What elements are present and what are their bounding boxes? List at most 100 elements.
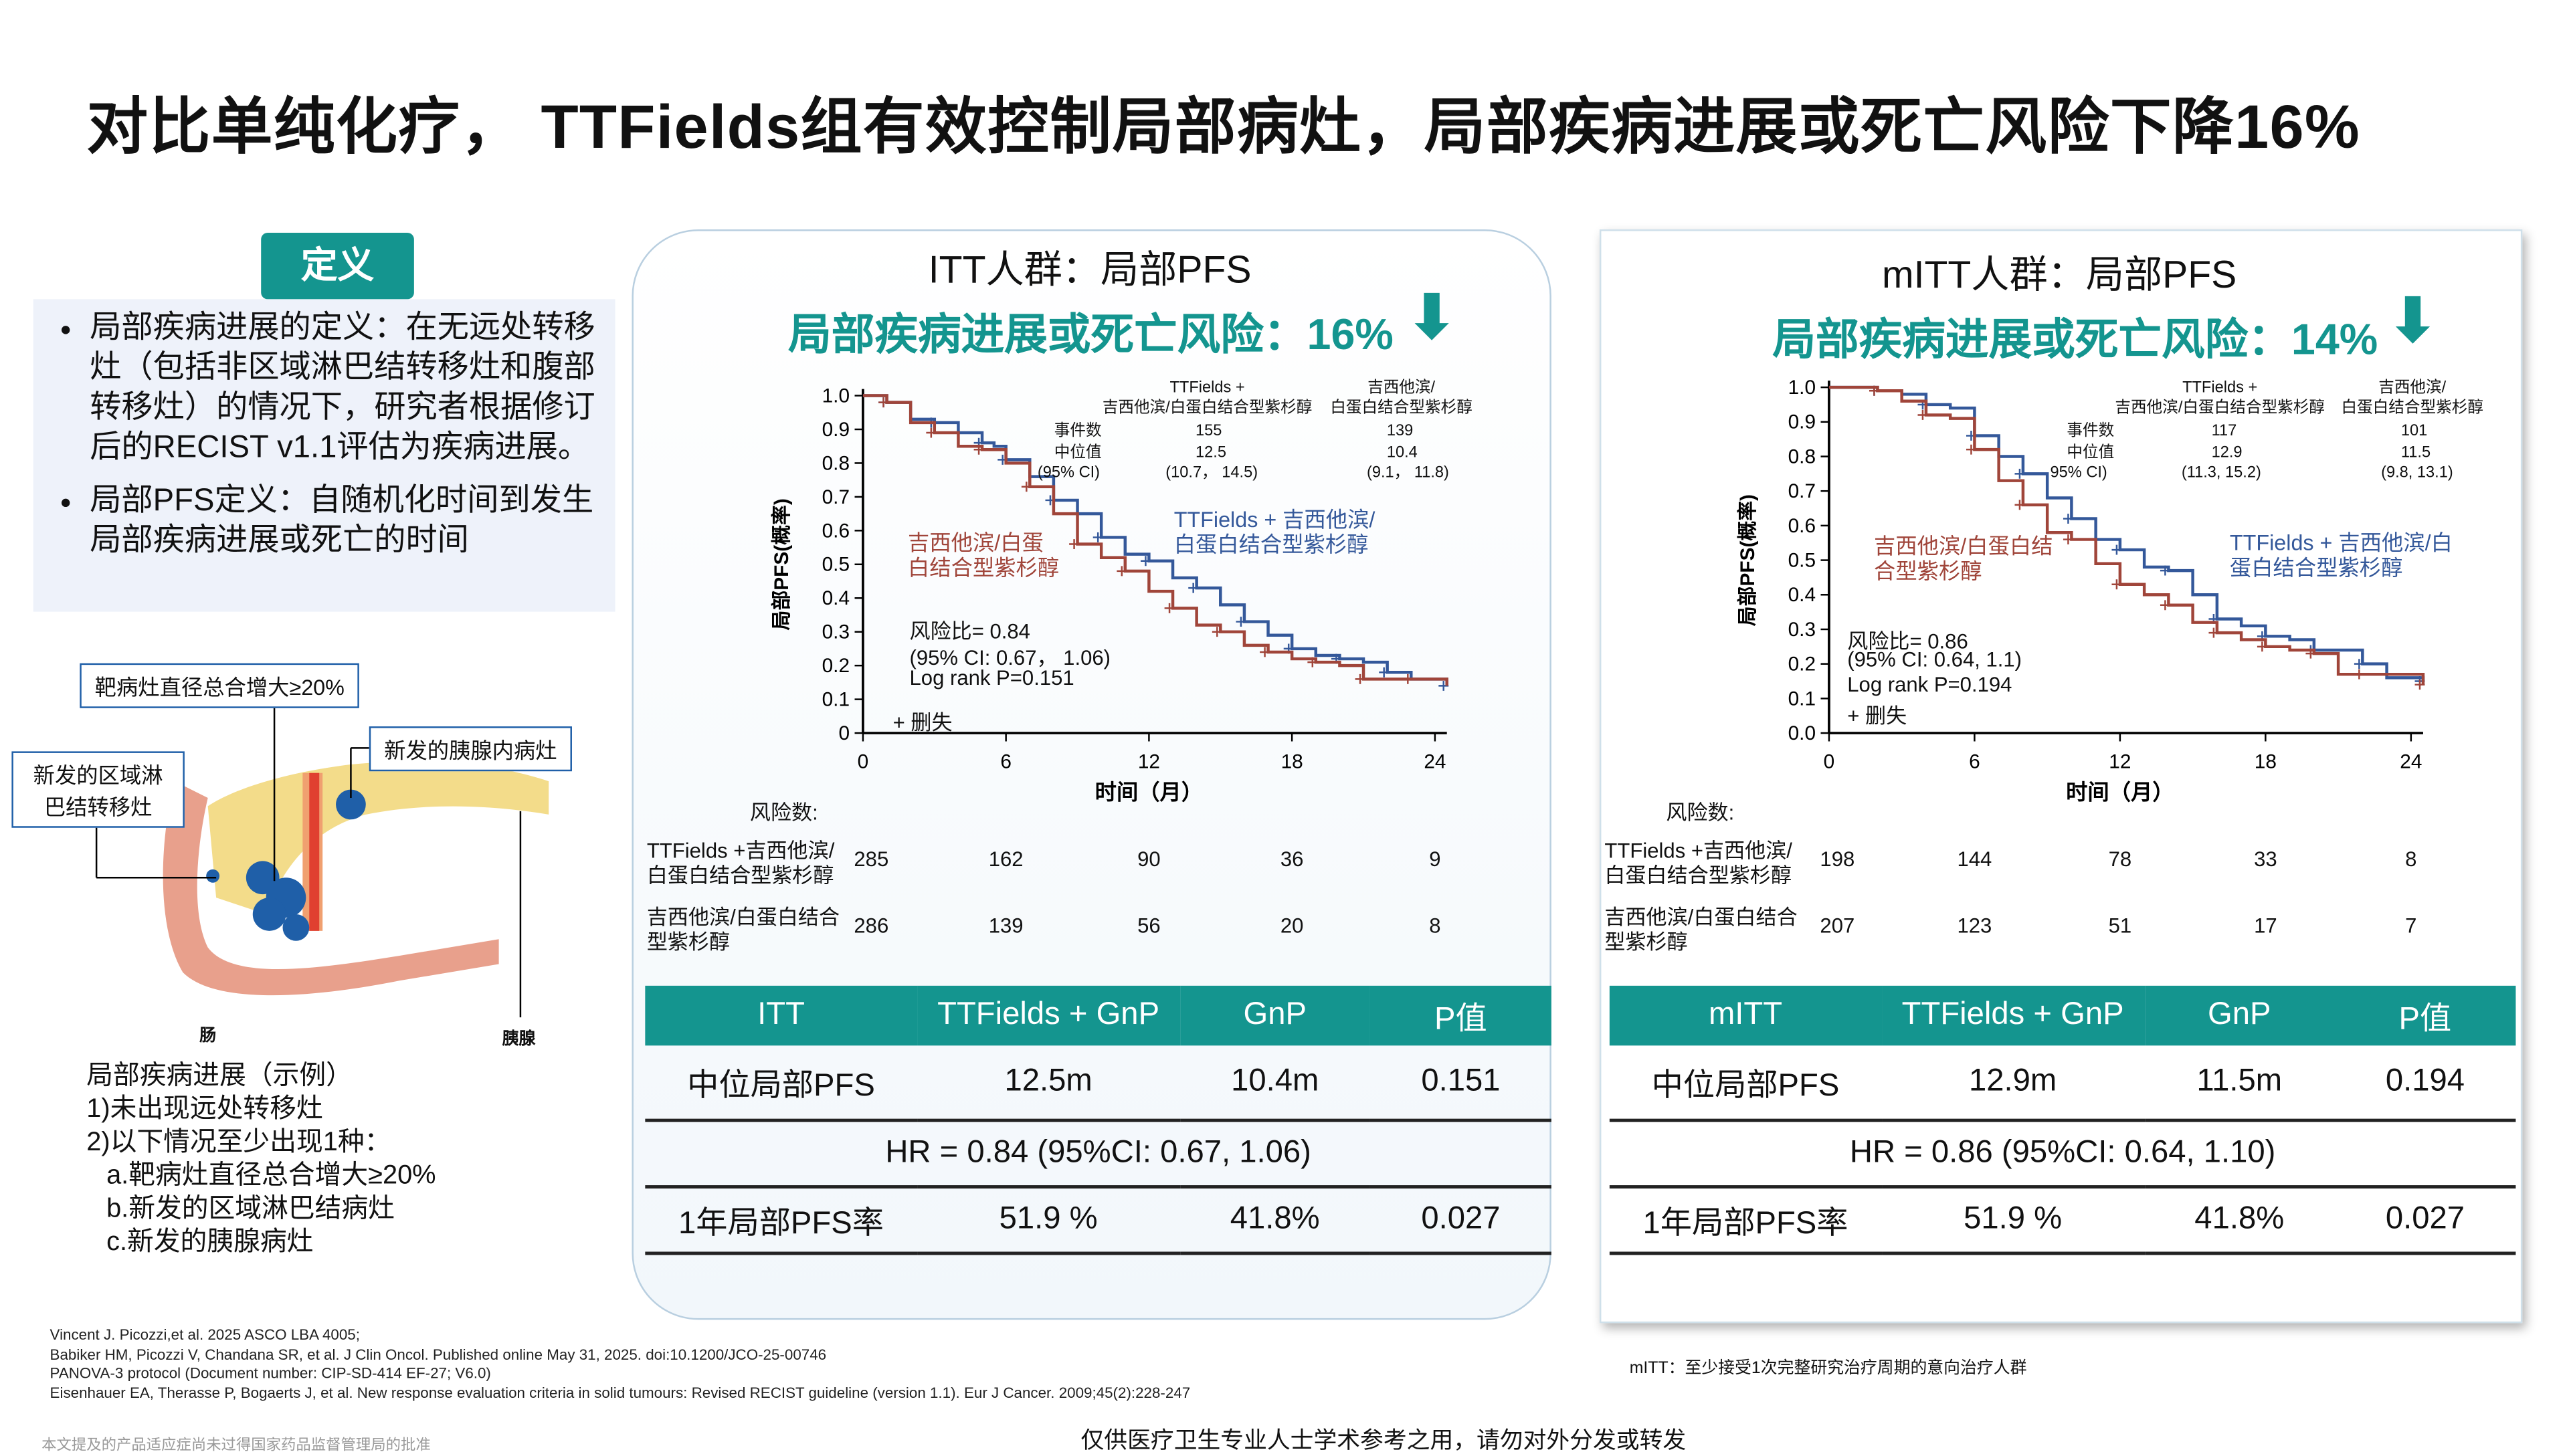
x-tick-label: 6 [1969, 750, 1980, 772]
control-median: 11.5 [2400, 443, 2431, 462]
y-tick-label: 1.0 [1788, 377, 1816, 399]
risk-count: 56 [1137, 914, 1161, 938]
table-cell: 11.5m [2144, 1045, 2335, 1122]
control-ci: (9.8, 13.1) [2381, 463, 2453, 482]
risk-count: 90 [1137, 847, 1161, 871]
legend-ttfields-header: TTFields + 吉西他滨/白蛋白结合型紫杉醇 [1102, 379, 1313, 417]
censor-mark [2305, 648, 2316, 659]
table-cell: 1年局部PFS率 [1609, 1186, 1882, 1255]
table-header-cell: mITT [1609, 985, 1882, 1046]
y-tick-label: 0.2 [1788, 653, 1816, 675]
table-header-cell: TTFields + GnP [1881, 985, 2145, 1046]
control-curve-label: 吉西他滨/白蛋 白结合型紫杉醇 [908, 530, 1060, 581]
y-tick-label: 0.9 [1788, 411, 1816, 433]
median-label: 中位值 [2067, 443, 2115, 462]
y-tick-label: 0.5 [1788, 550, 1816, 572]
y-tick-label: 0.6 [822, 520, 850, 542]
progression-example: 局部疾病进展（示例） 1)未出现远处转移灶 2)以下情况至少出现1种： a.靶病… [86, 1061, 436, 1260]
definition-bullet: 局部PFS定义：自随机化时间到发生局部疾病进展或死亡的时间 [90, 482, 615, 562]
censor-mark [2014, 500, 2025, 510]
table-header-cell: P值 [1369, 985, 1551, 1046]
risk-count: 20 [1280, 914, 1304, 938]
table-cell: 1年局部PFS率 [645, 1186, 917, 1255]
table-cell: 0.027 [1369, 1186, 1551, 1255]
legend-ttfields-header: TTFields + 吉西他滨/白蛋白结合型紫杉醇 [2115, 379, 2325, 417]
censor-mark [1966, 444, 1976, 455]
table-cell: 51.9 % [917, 1186, 1180, 1255]
summary-table: mITT TTFields + GnP GnP P值 中位局部PFS 12.9m 11.5m… [1609, 985, 2516, 1255]
y-tick-label: 0.3 [1788, 619, 1816, 641]
y-tick-label: 1.0 [822, 385, 850, 407]
x-tick-label: 18 [2255, 750, 2277, 772]
table-header-row: mITT TTFields + GnP GnP P值 [1609, 985, 2516, 1046]
censor-mark [2354, 659, 2364, 669]
control-ci: (9.1， 11.8) [1366, 463, 1449, 482]
x-axis-label: 时间（月） [2066, 780, 2174, 804]
example-line: a.靶病灶直径总合增大≥20% [106, 1162, 436, 1190]
ttfields-events: 117 [2211, 422, 2237, 441]
censor-mark [1355, 673, 1365, 684]
risk-count: 8 [1429, 914, 1441, 938]
ttfields-curve-label: TTFields + 吉西他滨/白 蛋白结合型紫杉醇 [2229, 530, 2453, 581]
censor-mark [2208, 627, 2219, 638]
censor-mark [973, 444, 984, 455]
censor-mark [1402, 673, 1413, 684]
y-tick-label: 0.3 [822, 621, 850, 643]
y-tick-label: 0.2 [822, 655, 850, 677]
risk-count: 33 [2254, 847, 2277, 871]
table-header-cell: TTFields + GnP [917, 985, 1180, 1046]
table-cell: 10.4m [1179, 1045, 1370, 1122]
y-tick-label: 0.8 [1788, 445, 1816, 467]
table-row: HR = 0.86 (95%CI: 0.64, 1.10) [1609, 1120, 2516, 1189]
hazard-ratio-logrank: Log rank P=0.194 [1847, 673, 2012, 697]
ttfields-median: 12.5 [1196, 443, 1226, 462]
definition-bullet: 局部疾病进展的定义：在无远处转移灶（包括非区域淋巴结转移灶和腹部转移灶）的情况下… [90, 309, 615, 469]
table-row: 中位局部PFS 12.5m 10.4m 0.151 [645, 1045, 1551, 1122]
censor-mark [1307, 657, 1318, 667]
y-tick-label: 0.7 [822, 486, 850, 508]
mitt-footnote: mITT：至少接受1次完整研究治疗周期的意向治疗人群 [1629, 1360, 2027, 1378]
censor-mark [1021, 482, 1032, 492]
x-tick-label: 18 [1281, 750, 1303, 772]
legend-control-header: 吉西他滨/ 白蛋白结合型紫杉醇 [2341, 379, 2483, 417]
pancreas-shape [207, 761, 549, 914]
definition-badge: 定义 [261, 232, 414, 300]
ttfields-median: 12.9 [2211, 443, 2243, 462]
risk-count: 7 [2405, 914, 2417, 938]
example-line: 1)未出现远处转移灶 [86, 1095, 323, 1124]
y-tick-label: 0.8 [822, 452, 850, 474]
censor-mark [1117, 566, 1127, 577]
risk-count: 8 [2405, 847, 2417, 871]
risk-table-title: 风险数: [749, 801, 818, 825]
censor-mark [1069, 539, 1080, 549]
table-row: 1年局部PFS率 51.9 % 41.8% 0.027 [645, 1186, 1551, 1255]
censor-mark [2111, 579, 2122, 590]
table-cell: 51.9 % [1881, 1186, 2145, 1255]
y-axis-label: 局部PFS(概率) [1736, 494, 1759, 626]
censor-mark [1869, 385, 1879, 396]
hr-cell: HR = 0.86 (95%CI: 0.64, 1.10) [1609, 1120, 2516, 1189]
y-tick-label: 0.0 [1788, 722, 1816, 744]
table-cell: 0.027 [2334, 1186, 2516, 1255]
x-tick-label: 24 [1424, 750, 1446, 772]
risk-count: 198 [1820, 847, 1855, 871]
ci-label: 95% CI) [2050, 463, 2107, 482]
table-cell: 0.194 [2334, 1045, 2516, 1122]
down-arrow-icon: ⬇ [1406, 282, 1457, 351]
tumor-shape [206, 789, 366, 941]
control-events: 139 [1386, 422, 1414, 441]
table-header-cell: GnP [2144, 985, 2335, 1046]
y-tick-label: 0.9 [822, 419, 850, 441]
ttfields-curve-label: TTFields + 吉西他滨/ 白蛋白结合型紫杉醇 [1173, 507, 1375, 557]
hazard-ratio-hr: 风险比= 0.84 [909, 620, 1030, 643]
risk-row-label: 吉西他滨/白蛋白结合 型紫杉醇 [1604, 906, 1798, 954]
censored-legend: + 删失 [892, 711, 953, 735]
censor-mark [2257, 641, 2267, 652]
label-target-lesion: 靶病灶直径总合增大≥20% [80, 663, 360, 708]
risk-row-label: 吉西他滨/白蛋白结合 型紫杉醇 [646, 906, 840, 954]
control-median: 10.4 [1386, 443, 1418, 462]
reference: Eisenhauer EA, Therasse P, Bogaerts J, e… [50, 1384, 1191, 1400]
table-header-cell: ITT [645, 985, 917, 1046]
example-heading: 局部疾病进展（示例） [86, 1062, 353, 1091]
table-cell: 41.8% [2144, 1186, 2335, 1255]
